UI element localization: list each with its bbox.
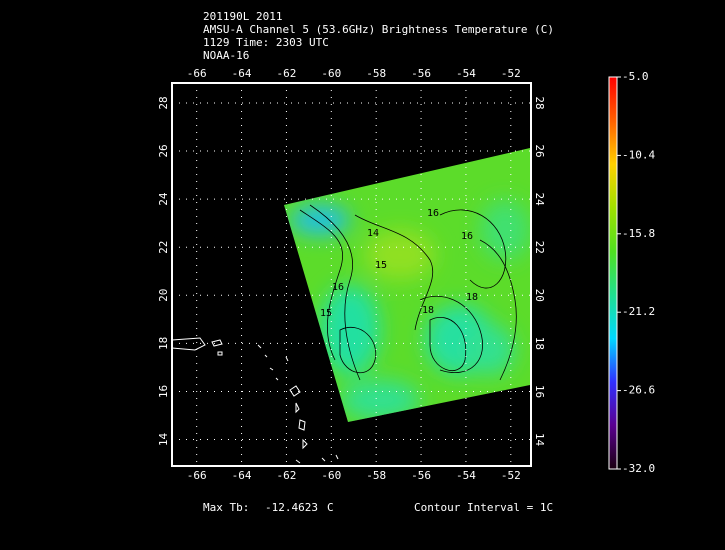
y-tick-label: 22 bbox=[157, 241, 170, 254]
colorbar-label: -10.4 bbox=[622, 148, 655, 161]
swath bbox=[284, 148, 530, 422]
x-tick-label: -56 bbox=[411, 469, 431, 482]
y-tick-label: 14 bbox=[157, 433, 170, 447]
colorbar-label: -26.6 bbox=[622, 384, 655, 397]
y-tick-label: 18 bbox=[157, 337, 170, 350]
contour-label: 18 bbox=[422, 305, 434, 316]
y-tick-label: 16 bbox=[157, 385, 170, 398]
map-frame bbox=[171, 82, 532, 467]
x-tick-label: -64 bbox=[232, 469, 252, 482]
y-tick-label: 24 bbox=[533, 193, 546, 207]
x-tick-label: -54 bbox=[456, 469, 476, 482]
header-line: NOAA-16 bbox=[203, 49, 249, 62]
header-line: 1129 Time: 2303 UTC bbox=[203, 36, 329, 49]
y-tick-label: 28 bbox=[157, 96, 170, 109]
header-line: AMSU-A Channel 5 (53.6GHz) Brightness Te… bbox=[203, 23, 554, 36]
y-tick-label: 16 bbox=[533, 385, 546, 398]
max-label: Max Tb: bbox=[203, 501, 249, 514]
colorbar-label: -32.0 bbox=[622, 462, 655, 475]
contour-label: 16 bbox=[427, 208, 439, 219]
y-tick-label: 20 bbox=[157, 289, 170, 302]
x-tick-label: -64 bbox=[232, 67, 252, 80]
y-tick-label: 24 bbox=[157, 192, 170, 206]
y-tick-label: 14 bbox=[533, 433, 546, 447]
contour-interval: Contour Interval = 1C bbox=[414, 501, 553, 514]
y-tick-label: 22 bbox=[533, 241, 546, 254]
colorbar-label: -5.0 bbox=[622, 70, 649, 83]
colorbar bbox=[608, 76, 618, 470]
contour-label: 15 bbox=[320, 308, 332, 319]
x-tick-label: -62 bbox=[276, 469, 296, 482]
y-tick-label: 18 bbox=[533, 337, 546, 350]
colorbar-ticks: -5.0 -10.4 -15.8 -21.2 -26.6 -32.0 bbox=[617, 70, 655, 475]
x-tick-label: -56 bbox=[411, 67, 431, 80]
x-tick-label: -52 bbox=[501, 469, 521, 482]
x-tick-label: -60 bbox=[321, 469, 341, 482]
contour-label: 18 bbox=[466, 292, 478, 303]
x-tick-label: -58 bbox=[366, 469, 386, 482]
y-tick-label: 26 bbox=[157, 144, 170, 157]
contour-label: 15 bbox=[375, 260, 387, 271]
y-tick-label: 26 bbox=[533, 144, 546, 157]
max-value: -12.4623 bbox=[265, 501, 318, 514]
contour-label: 16 bbox=[461, 231, 473, 242]
contour-label: 16 bbox=[332, 282, 344, 293]
x-tick-label: -62 bbox=[276, 67, 296, 80]
header-line: 201190L 2011 bbox=[203, 10, 282, 23]
max-unit: C bbox=[327, 501, 334, 514]
axes: -66 -66 -64 -64 -62 -62 -60 -60 -58 -58 -56 -56 -54 -… bbox=[157, 67, 546, 482]
x-tick-label: -52 bbox=[501, 67, 521, 80]
colorbar-label: -15.8 bbox=[622, 227, 655, 240]
x-tick-label: -60 bbox=[321, 67, 341, 80]
x-tick-label: -58 bbox=[366, 67, 386, 80]
y-tick-label: 28 bbox=[533, 96, 546, 109]
contour-label: 14 bbox=[367, 228, 379, 239]
y-tick-label: 20 bbox=[533, 289, 546, 302]
colorbar-label: -21.2 bbox=[622, 305, 655, 318]
coastlines bbox=[171, 337, 339, 464]
x-tick-label: -66 bbox=[187, 469, 207, 482]
x-tick-label: -54 bbox=[456, 67, 476, 80]
x-tick-label: -66 bbox=[187, 67, 207, 80]
